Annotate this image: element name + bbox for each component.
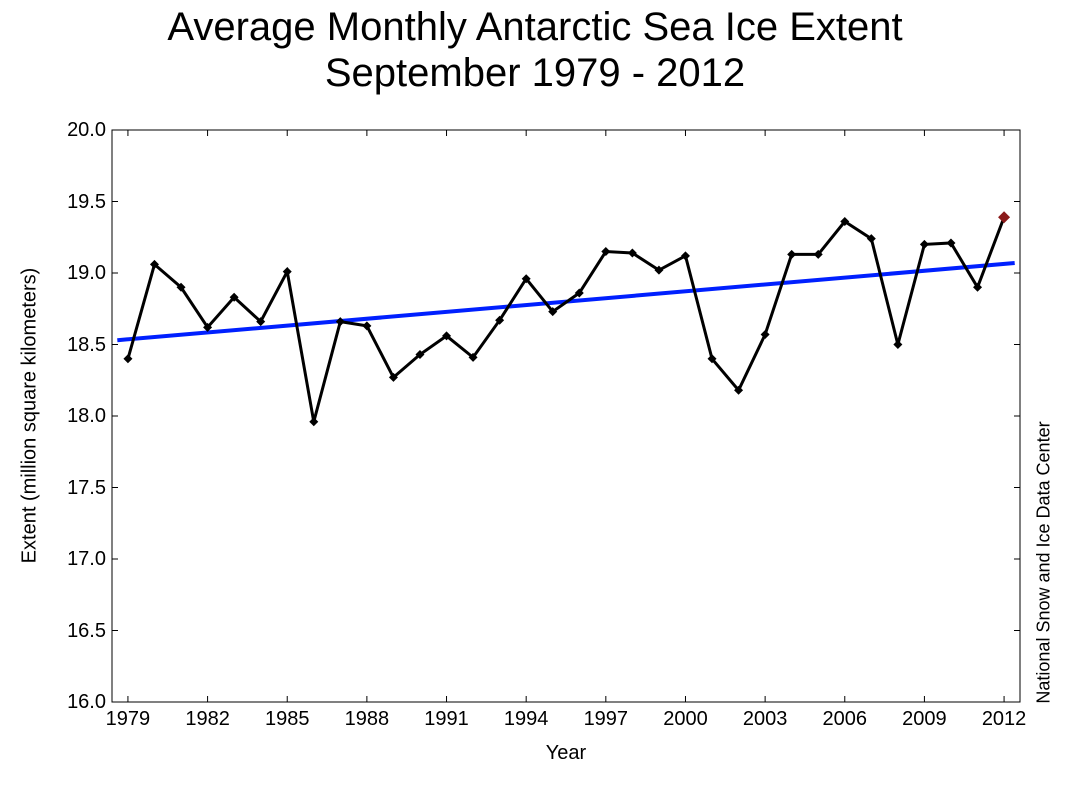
chart-svg: [112, 130, 1020, 702]
x-tick-label: 2009: [900, 708, 948, 731]
x-tick-label: 1979: [104, 708, 152, 731]
data-marker: [920, 240, 929, 249]
x-tick-label: 1997: [582, 708, 630, 731]
y-tick-label: 18.0: [67, 405, 106, 428]
y-tick-label: 17.0: [67, 548, 106, 571]
data-marker: [309, 417, 318, 426]
x-axis-label: Year: [112, 742, 1020, 765]
y-tick-label: 19.5: [67, 191, 106, 214]
y-tick-label: 20.0: [67, 119, 106, 142]
data-marker-highlight: [998, 211, 1010, 223]
chart-title: Average Monthly Antarctic Sea Ice Extent…: [0, 0, 1070, 96]
x-tick-label: 1994: [502, 708, 550, 731]
x-tick-label: 2012: [980, 708, 1028, 731]
y-tick-label: 17.5: [67, 477, 106, 500]
x-tick-label: 1991: [423, 708, 471, 731]
y-axis-label: Extent (million square kilometers): [19, 216, 42, 616]
x-tick-label: 2003: [741, 708, 789, 731]
data-marker: [123, 354, 132, 363]
x-tick-label: 2006: [821, 708, 869, 731]
data-marker: [787, 250, 796, 259]
x-tick-label: 1988: [343, 708, 391, 731]
data-marker: [893, 340, 902, 349]
plot-area: [112, 130, 1020, 702]
plot-border: [112, 130, 1020, 702]
y-tick-label: 16.0: [67, 691, 106, 714]
y-tick-label: 19.0: [67, 262, 106, 285]
data-marker: [336, 317, 345, 326]
attribution-text: National Snow and Ice Data Center: [1034, 383, 1055, 743]
chart-title-line1: Average Monthly Antarctic Sea Ice Extent: [0, 4, 1070, 50]
y-tick-label: 18.5: [67, 334, 106, 357]
chart-title-line2: September 1979 - 2012: [0, 50, 1070, 96]
x-tick-label: 1985: [263, 708, 311, 731]
y-tick-label: 16.5: [67, 620, 106, 643]
x-tick-label: 1982: [184, 708, 232, 731]
x-tick-label: 2000: [661, 708, 709, 731]
